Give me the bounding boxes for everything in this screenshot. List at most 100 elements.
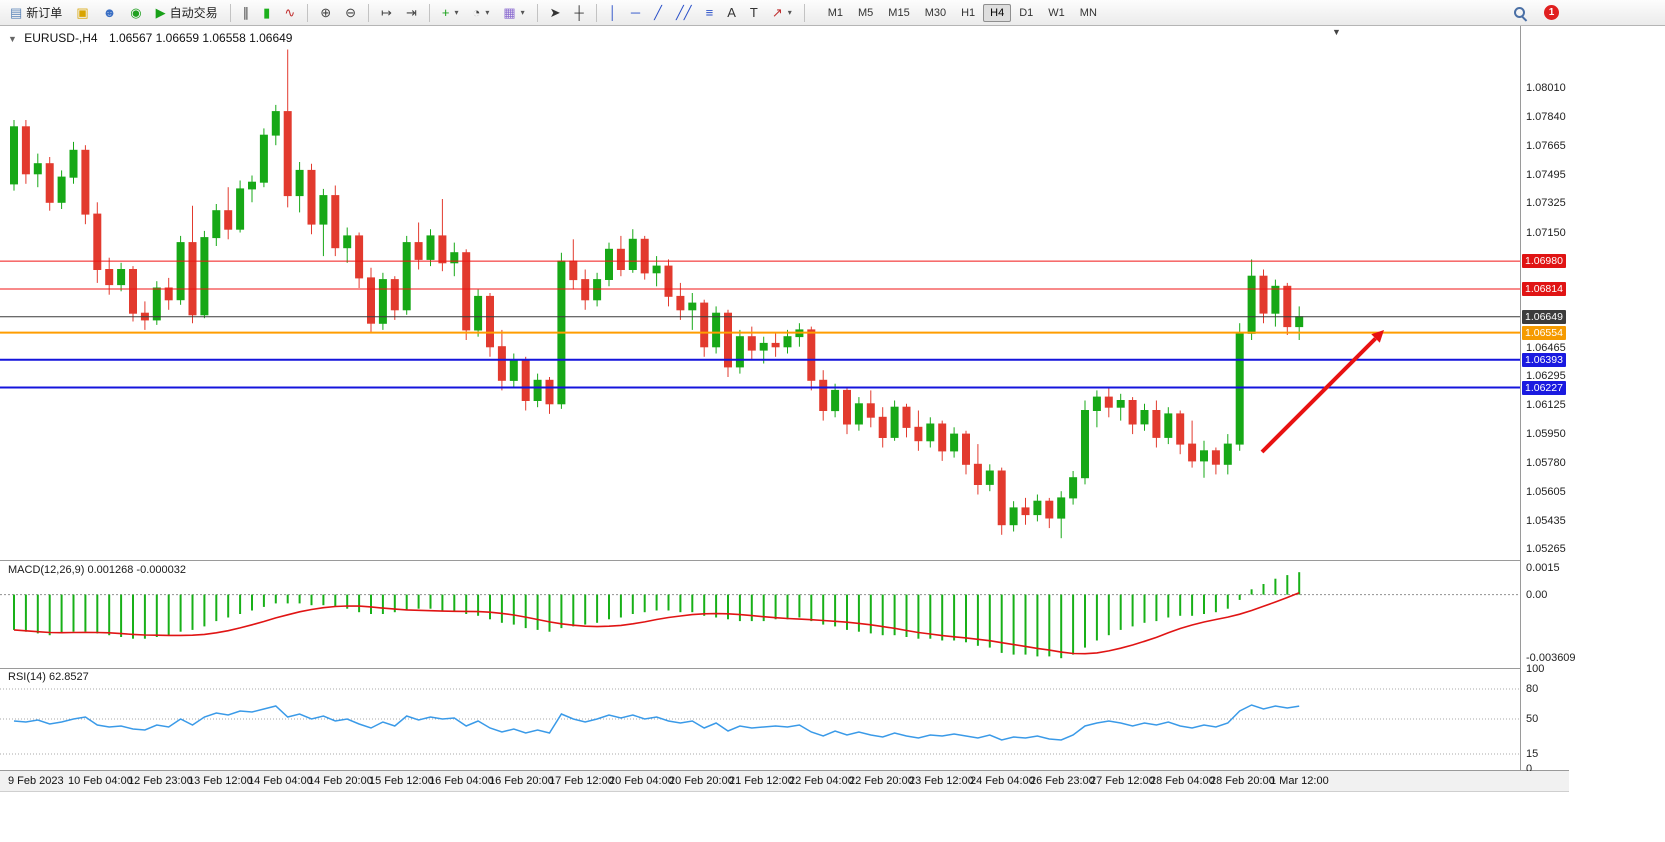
autotrade-button[interactable]: ▶ 自动交易: [150, 3, 224, 23]
rsi-indicator-label: RSI(14) 62.8527: [8, 671, 89, 683]
time-label: 26 Feb 23:00: [1030, 775, 1095, 787]
toolbar-buttons: ▤ 新订单 ▣ ☻ ◉ ▶ 自动交易 ∥ ▮ ∿ ⊕ ⊖ ↦ ⇥ + ▾ ◔ ▾ ▦ ▾ ➤ ┼ │ ─ ╱ ╱╱ ≡ A T ↗ ▾: [4, 3, 809, 23]
candle-body: [819, 379, 828, 411]
candle-body: [997, 470, 1006, 526]
candle-body: [1128, 400, 1137, 425]
candle-body: [1033, 500, 1042, 516]
add-indicator-icon: +: [441, 5, 450, 20]
new-order-button[interactable]: ▤ 新订单: [4, 3, 68, 23]
rsi-axis-label: 100: [1526, 663, 1545, 675]
one-click-trading-toggle[interactable]: ▼: [8, 34, 17, 44]
candle-body: [735, 336, 744, 368]
trend-arrow-annotation[interactable]: [1260, 337, 1377, 454]
candle-body: [664, 265, 673, 297]
candle-body: [652, 265, 661, 274]
macd-axis-label: 0.0015: [1526, 562, 1560, 574]
chart-shift-icon: ⇥: [405, 5, 417, 20]
timeframe-button-h4[interactable]: H4: [983, 3, 1012, 22]
candle-body: [1092, 396, 1101, 412]
market-button[interactable]: ▣: [70, 3, 94, 23]
bar-chart-button[interactable]: ∥: [237, 3, 256, 23]
line-chart-button[interactable]: ∿: [278, 3, 301, 23]
timeframe-button-m1[interactable]: M1: [821, 4, 850, 22]
crosshair-icon: ┼: [574, 5, 584, 20]
timeframe-button-d1[interactable]: D1: [1012, 4, 1040, 22]
candle-body: [771, 342, 780, 348]
community-button[interactable]: ☻: [97, 3, 123, 23]
time-label: 23 Feb 12:00: [909, 775, 974, 787]
timeframe-button-m5[interactable]: M5: [851, 4, 880, 22]
timeframe-button-m30[interactable]: M30: [918, 4, 953, 22]
candle-body: [343, 235, 352, 249]
vertical-line-button[interactable]: │: [603, 3, 623, 23]
chevron-down-icon: ▾: [520, 8, 525, 17]
macd-axis-label: -0.003609: [1526, 652, 1576, 664]
candle-body: [248, 181, 256, 190]
zoom-out-button[interactable]: ⊖: [339, 3, 362, 23]
candle-body: [402, 242, 411, 311]
time-label: 9 Feb 2023: [8, 775, 64, 787]
candle-body: [1247, 275, 1256, 334]
candle-body: [759, 342, 768, 351]
chart-shift-marker[interactable]: ▼: [1332, 27, 1341, 37]
candlestick-button[interactable]: ▮: [257, 3, 276, 23]
candle-body: [724, 312, 732, 368]
candle-body: [319, 195, 328, 225]
autoscroll-button[interactable]: ↦: [375, 3, 398, 23]
candle-body: [831, 389, 840, 412]
candle-body: [616, 248, 625, 271]
pane-separator-macd[interactable]: [0, 560, 1569, 561]
candle-body: [878, 416, 887, 438]
candle-body: [973, 463, 982, 485]
price-line-badge: 1.06980: [1522, 254, 1566, 268]
candle-body: [497, 346, 506, 381]
timeframe-button-w1[interactable]: W1: [1041, 4, 1072, 22]
price-scale[interactable]: 1.08010 1.07840 1.07665 1.07495 1.07325 1.071…: [1521, 26, 1581, 775]
rsi-line: [13, 704, 1300, 741]
cursor-button[interactable]: ➤: [544, 3, 567, 23]
candle-body: [1045, 500, 1054, 519]
candle-body: [474, 295, 483, 331]
templates-button[interactable]: ▦ ▾: [497, 3, 530, 23]
candle-body: [1140, 410, 1149, 425]
search-icon[interactable]: [1512, 5, 1528, 21]
fibonacci-button[interactable]: ≡: [700, 3, 720, 23]
timeframe-button-m15[interactable]: M15: [881, 4, 916, 22]
chart-shift-button[interactable]: ⇥: [400, 3, 423, 23]
text-button[interactable]: A: [721, 3, 742, 23]
arrows-button[interactable]: ↗ ▾: [766, 3, 798, 23]
price-tick: 1.05435: [1526, 515, 1566, 527]
info-icon: ◉: [130, 5, 142, 20]
candle-body: [69, 149, 78, 178]
toolbar-separator: [428, 3, 430, 22]
indicators-button[interactable]: + ▾: [436, 3, 465, 23]
channel-button[interactable]: ╱╱: [670, 3, 698, 23]
candle-body: [355, 235, 364, 279]
pane-separator-rsi[interactable]: [0, 668, 1569, 669]
candle-body: [509, 359, 518, 381]
time-axis[interactable]: 9 Feb 2023 10 Feb 04:00 12 Feb 23:00 13 Feb…: [0, 771, 1569, 792]
crosshair-button[interactable]: ┼: [569, 3, 590, 23]
candle-body: [188, 242, 197, 316]
toolbar-separator: [803, 3, 805, 22]
candle-body: [1176, 413, 1185, 445]
help-button[interactable]: ◉: [124, 3, 147, 23]
candle-body: [783, 336, 792, 348]
rsi-axis-label: 80: [1526, 683, 1539, 695]
zoom-in-button[interactable]: ⊕: [314, 3, 337, 23]
candle-body: [259, 134, 268, 183]
horizontal-line-button[interactable]: ─: [625, 3, 646, 23]
notification-badge[interactable]: 1: [1544, 5, 1559, 20]
label-button[interactable]: T: [744, 3, 764, 23]
candle-body: [450, 252, 459, 264]
candle-body: [1152, 410, 1161, 438]
trendline-button[interactable]: ╱: [648, 3, 668, 23]
periods-button[interactable]: ◔ ▾: [466, 3, 495, 23]
price-tick: 1.08010: [1526, 82, 1566, 94]
candle-body: [1116, 400, 1125, 408]
candle-body: [962, 433, 970, 465]
candle-body: [1235, 332, 1244, 445]
timeframe-button-h1[interactable]: H1: [954, 4, 982, 22]
timeframe-button-mn[interactable]: MN: [1073, 4, 1104, 22]
